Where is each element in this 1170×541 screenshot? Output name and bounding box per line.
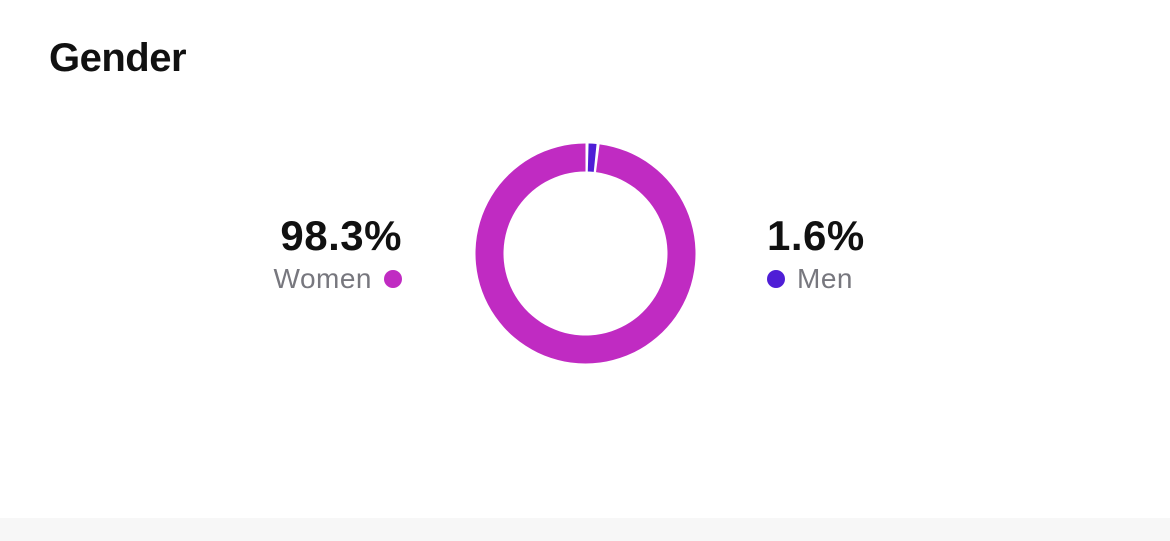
women-label: Women <box>273 263 372 294</box>
men-percent: 1.6% <box>767 212 865 259</box>
donut-slice-men <box>587 143 597 172</box>
donut-slice-women <box>475 143 696 364</box>
men-stat: 1.6% Men <box>767 212 865 296</box>
gender-donut-chart <box>475 143 696 364</box>
donut-svg <box>475 143 696 364</box>
women-percent: 98.3% <box>280 212 402 259</box>
men-legend: Men <box>767 262 865 296</box>
gender-card: Gender 98.3% Women 1.6% Men <box>49 36 865 364</box>
women-legend: Women <box>274 262 402 296</box>
women-dot-icon <box>384 270 402 288</box>
men-dot-icon <box>767 270 785 288</box>
women-stat: 98.3% Women <box>274 212 402 296</box>
footer-strip <box>0 518 1170 541</box>
men-label: Men <box>797 263 853 294</box>
card-title: Gender <box>49 36 187 80</box>
